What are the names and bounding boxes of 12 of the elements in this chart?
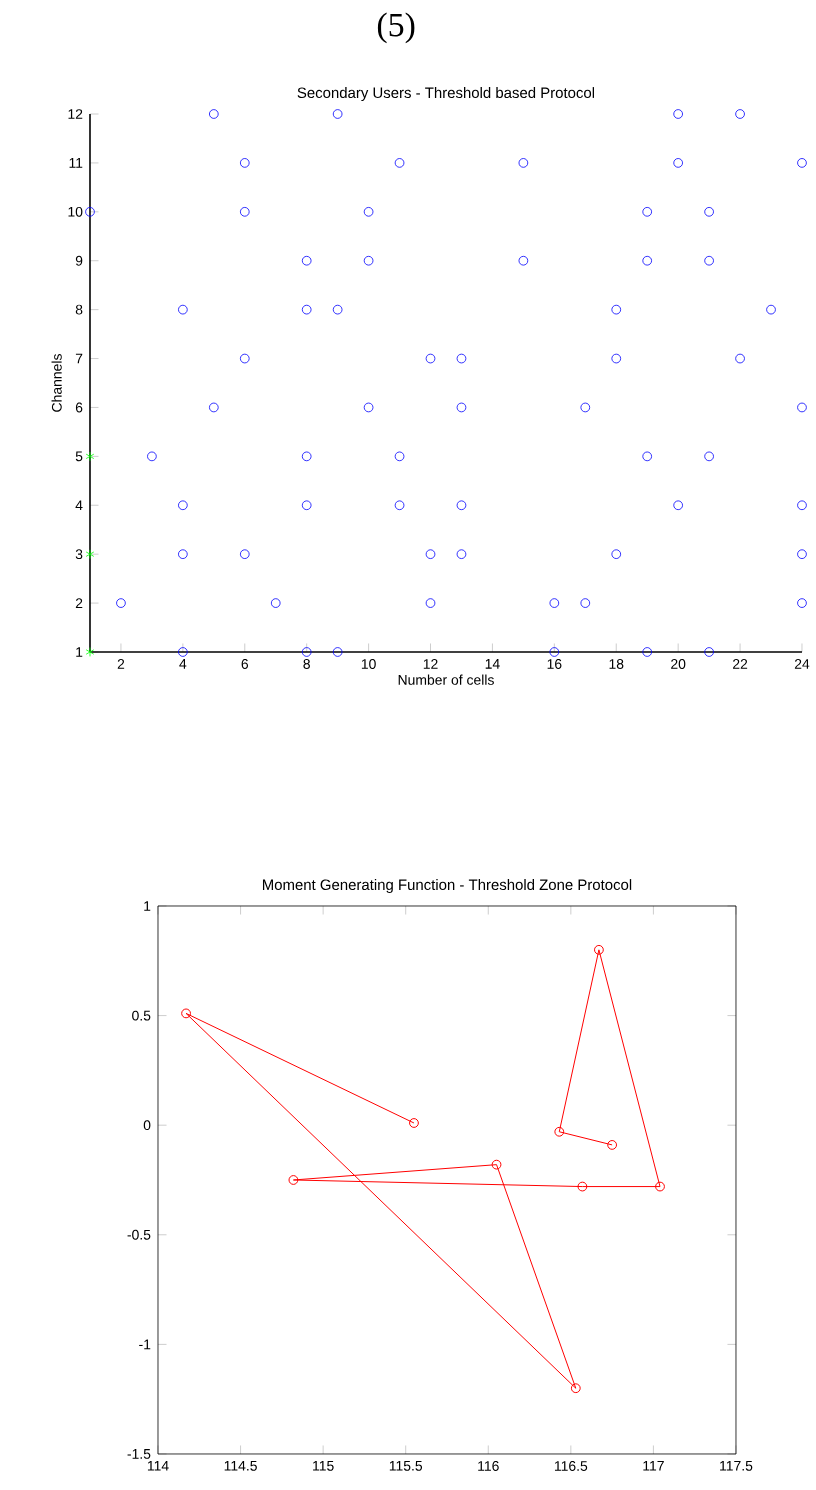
- point: [85, 451, 95, 462]
- point: [570, 1383, 581, 1394]
- point: [288, 1175, 299, 1185]
- point: [491, 1159, 502, 1170]
- point: [654, 1181, 665, 1192]
- point: [554, 1126, 564, 1137]
- point: [85, 647, 95, 657]
- point: [180, 1008, 191, 1019]
- text: (5): [377, 12, 415, 44]
- point: [85, 549, 95, 559]
- point: [593, 944, 604, 955]
- point: [577, 1181, 588, 1192]
